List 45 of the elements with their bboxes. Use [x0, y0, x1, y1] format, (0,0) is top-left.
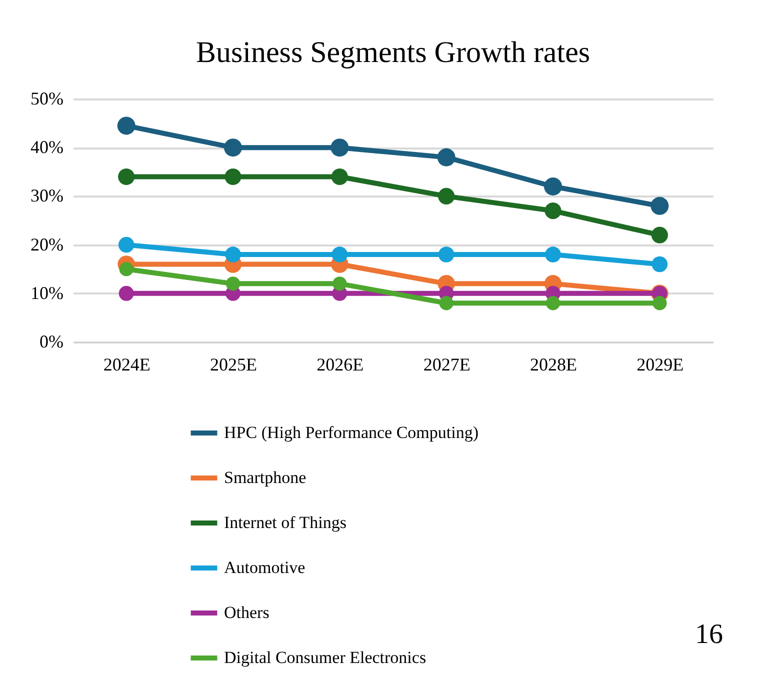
point — [330, 138, 349, 157]
point — [332, 276, 347, 291]
point — [546, 296, 560, 310]
point — [226, 276, 240, 291]
point — [652, 296, 667, 310]
point — [544, 177, 562, 196]
legend-label: Others — [224, 603, 270, 622]
point — [331, 168, 348, 186]
point — [118, 236, 134, 253]
point — [119, 262, 134, 276]
x-tick-label: 2026E — [316, 354, 364, 374]
point — [118, 286, 134, 301]
point — [439, 296, 454, 310]
text: 16 — [695, 619, 723, 650]
point — [332, 246, 348, 262]
y-tick-label: 10% — [30, 282, 64, 303]
legend-label: HPC (High Performance Computing) — [224, 423, 478, 442]
point — [117, 116, 136, 135]
chart-title: Business Segments Growth rates — [196, 36, 590, 69]
legend-label: Smartphone — [224, 468, 306, 487]
y-tick-label: 50% — [30, 88, 64, 108]
point — [652, 256, 668, 272]
point — [545, 246, 561, 262]
point — [651, 226, 668, 244]
legend-label: Automotive — [224, 558, 306, 577]
point — [544, 202, 562, 220]
y-tick-label: 0% — [40, 332, 64, 352]
legend-label: Digital Consumer Electronics — [224, 648, 426, 667]
x-tick-label: 2029E — [636, 354, 684, 374]
point — [438, 246, 454, 262]
x-tick-label: 2025E — [210, 354, 257, 374]
point — [650, 196, 669, 215]
point — [118, 168, 135, 186]
x-tick-label: 2028E — [530, 354, 577, 374]
point — [438, 188, 455, 204]
y-tick-label: 30% — [30, 186, 64, 206]
y-tick-label: 40% — [30, 137, 64, 158]
point — [224, 138, 242, 157]
point — [437, 148, 456, 166]
x-tick-label: 2024E — [103, 354, 150, 374]
y-tick-label: 20% — [30, 234, 64, 254]
x-tick-label: 2027E — [423, 354, 470, 374]
point — [225, 246, 241, 262]
point — [224, 168, 242, 186]
legend-label: Internet of Things — [224, 513, 346, 532]
